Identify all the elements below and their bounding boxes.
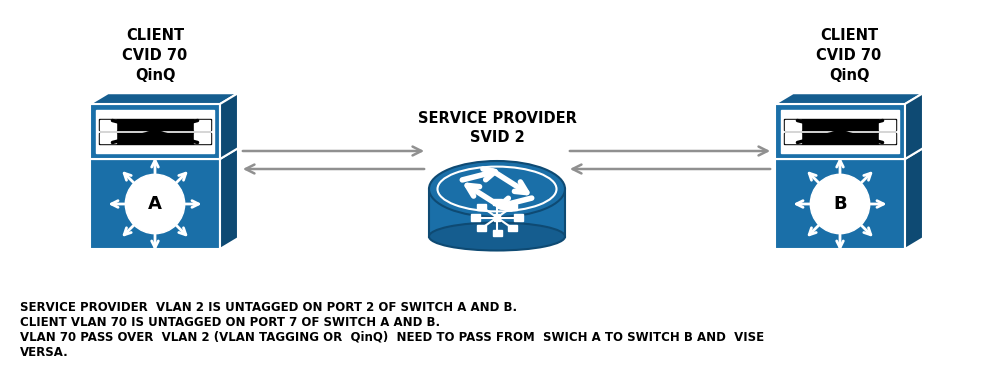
Text: CLIENT VLAN 70 IS UNTAGGED ON PORT 7 OF SWITCH A AND B.: CLIENT VLAN 70 IS UNTAGGED ON PORT 7 OF … <box>20 316 441 329</box>
Polygon shape <box>478 203 487 210</box>
Polygon shape <box>493 199 501 205</box>
Polygon shape <box>195 133 210 143</box>
Polygon shape <box>90 159 220 249</box>
Ellipse shape <box>429 161 565 217</box>
Polygon shape <box>507 203 516 210</box>
Polygon shape <box>195 120 210 130</box>
Text: CLIENT
CVID 70
QinQ: CLIENT CVID 70 QinQ <box>816 28 882 82</box>
Polygon shape <box>775 159 905 249</box>
Ellipse shape <box>125 174 185 234</box>
Polygon shape <box>784 133 896 144</box>
Polygon shape <box>96 110 214 153</box>
Polygon shape <box>785 120 800 130</box>
Polygon shape <box>90 148 238 159</box>
Polygon shape <box>879 120 895 130</box>
Polygon shape <box>785 133 800 143</box>
Polygon shape <box>784 119 896 130</box>
Polygon shape <box>99 119 211 130</box>
Polygon shape <box>99 133 211 144</box>
Polygon shape <box>879 133 895 143</box>
Polygon shape <box>478 225 487 231</box>
Text: A: A <box>148 195 162 213</box>
Polygon shape <box>905 148 923 249</box>
Polygon shape <box>100 120 116 130</box>
Polygon shape <box>220 93 238 159</box>
Text: B: B <box>833 195 847 213</box>
Text: SERVICE PROVIDER  VLAN 2 IS UNTAGGED ON PORT 2 OF SWITCH A AND B.: SERVICE PROVIDER VLAN 2 IS UNTAGGED ON P… <box>20 301 517 314</box>
Text: CLIENT
CVID 70
QinQ: CLIENT CVID 70 QinQ <box>122 28 188 82</box>
Polygon shape <box>494 214 500 221</box>
Polygon shape <box>514 214 523 221</box>
Text: VLAN 70 PASS OVER  VLAN 2 (VLAN TAGGING OR  QinQ)  NEED TO PASS FROM  SWICH A TO: VLAN 70 PASS OVER VLAN 2 (VLAN TAGGING O… <box>20 331 764 344</box>
Polygon shape <box>905 93 923 159</box>
Polygon shape <box>471 214 480 221</box>
Polygon shape <box>775 148 923 159</box>
Polygon shape <box>100 133 116 143</box>
Polygon shape <box>429 189 565 237</box>
Polygon shape <box>507 225 516 231</box>
Polygon shape <box>775 104 905 159</box>
Polygon shape <box>220 148 238 249</box>
Polygon shape <box>90 104 220 159</box>
Text: VERSA.: VERSA. <box>20 346 69 359</box>
Ellipse shape <box>429 223 565 251</box>
Text: SERVICE PROVIDER
SVID 2: SERVICE PROVIDER SVID 2 <box>418 110 576 145</box>
Polygon shape <box>493 230 501 236</box>
Ellipse shape <box>810 174 870 234</box>
Polygon shape <box>775 93 923 104</box>
Polygon shape <box>90 93 238 104</box>
Polygon shape <box>781 110 899 153</box>
